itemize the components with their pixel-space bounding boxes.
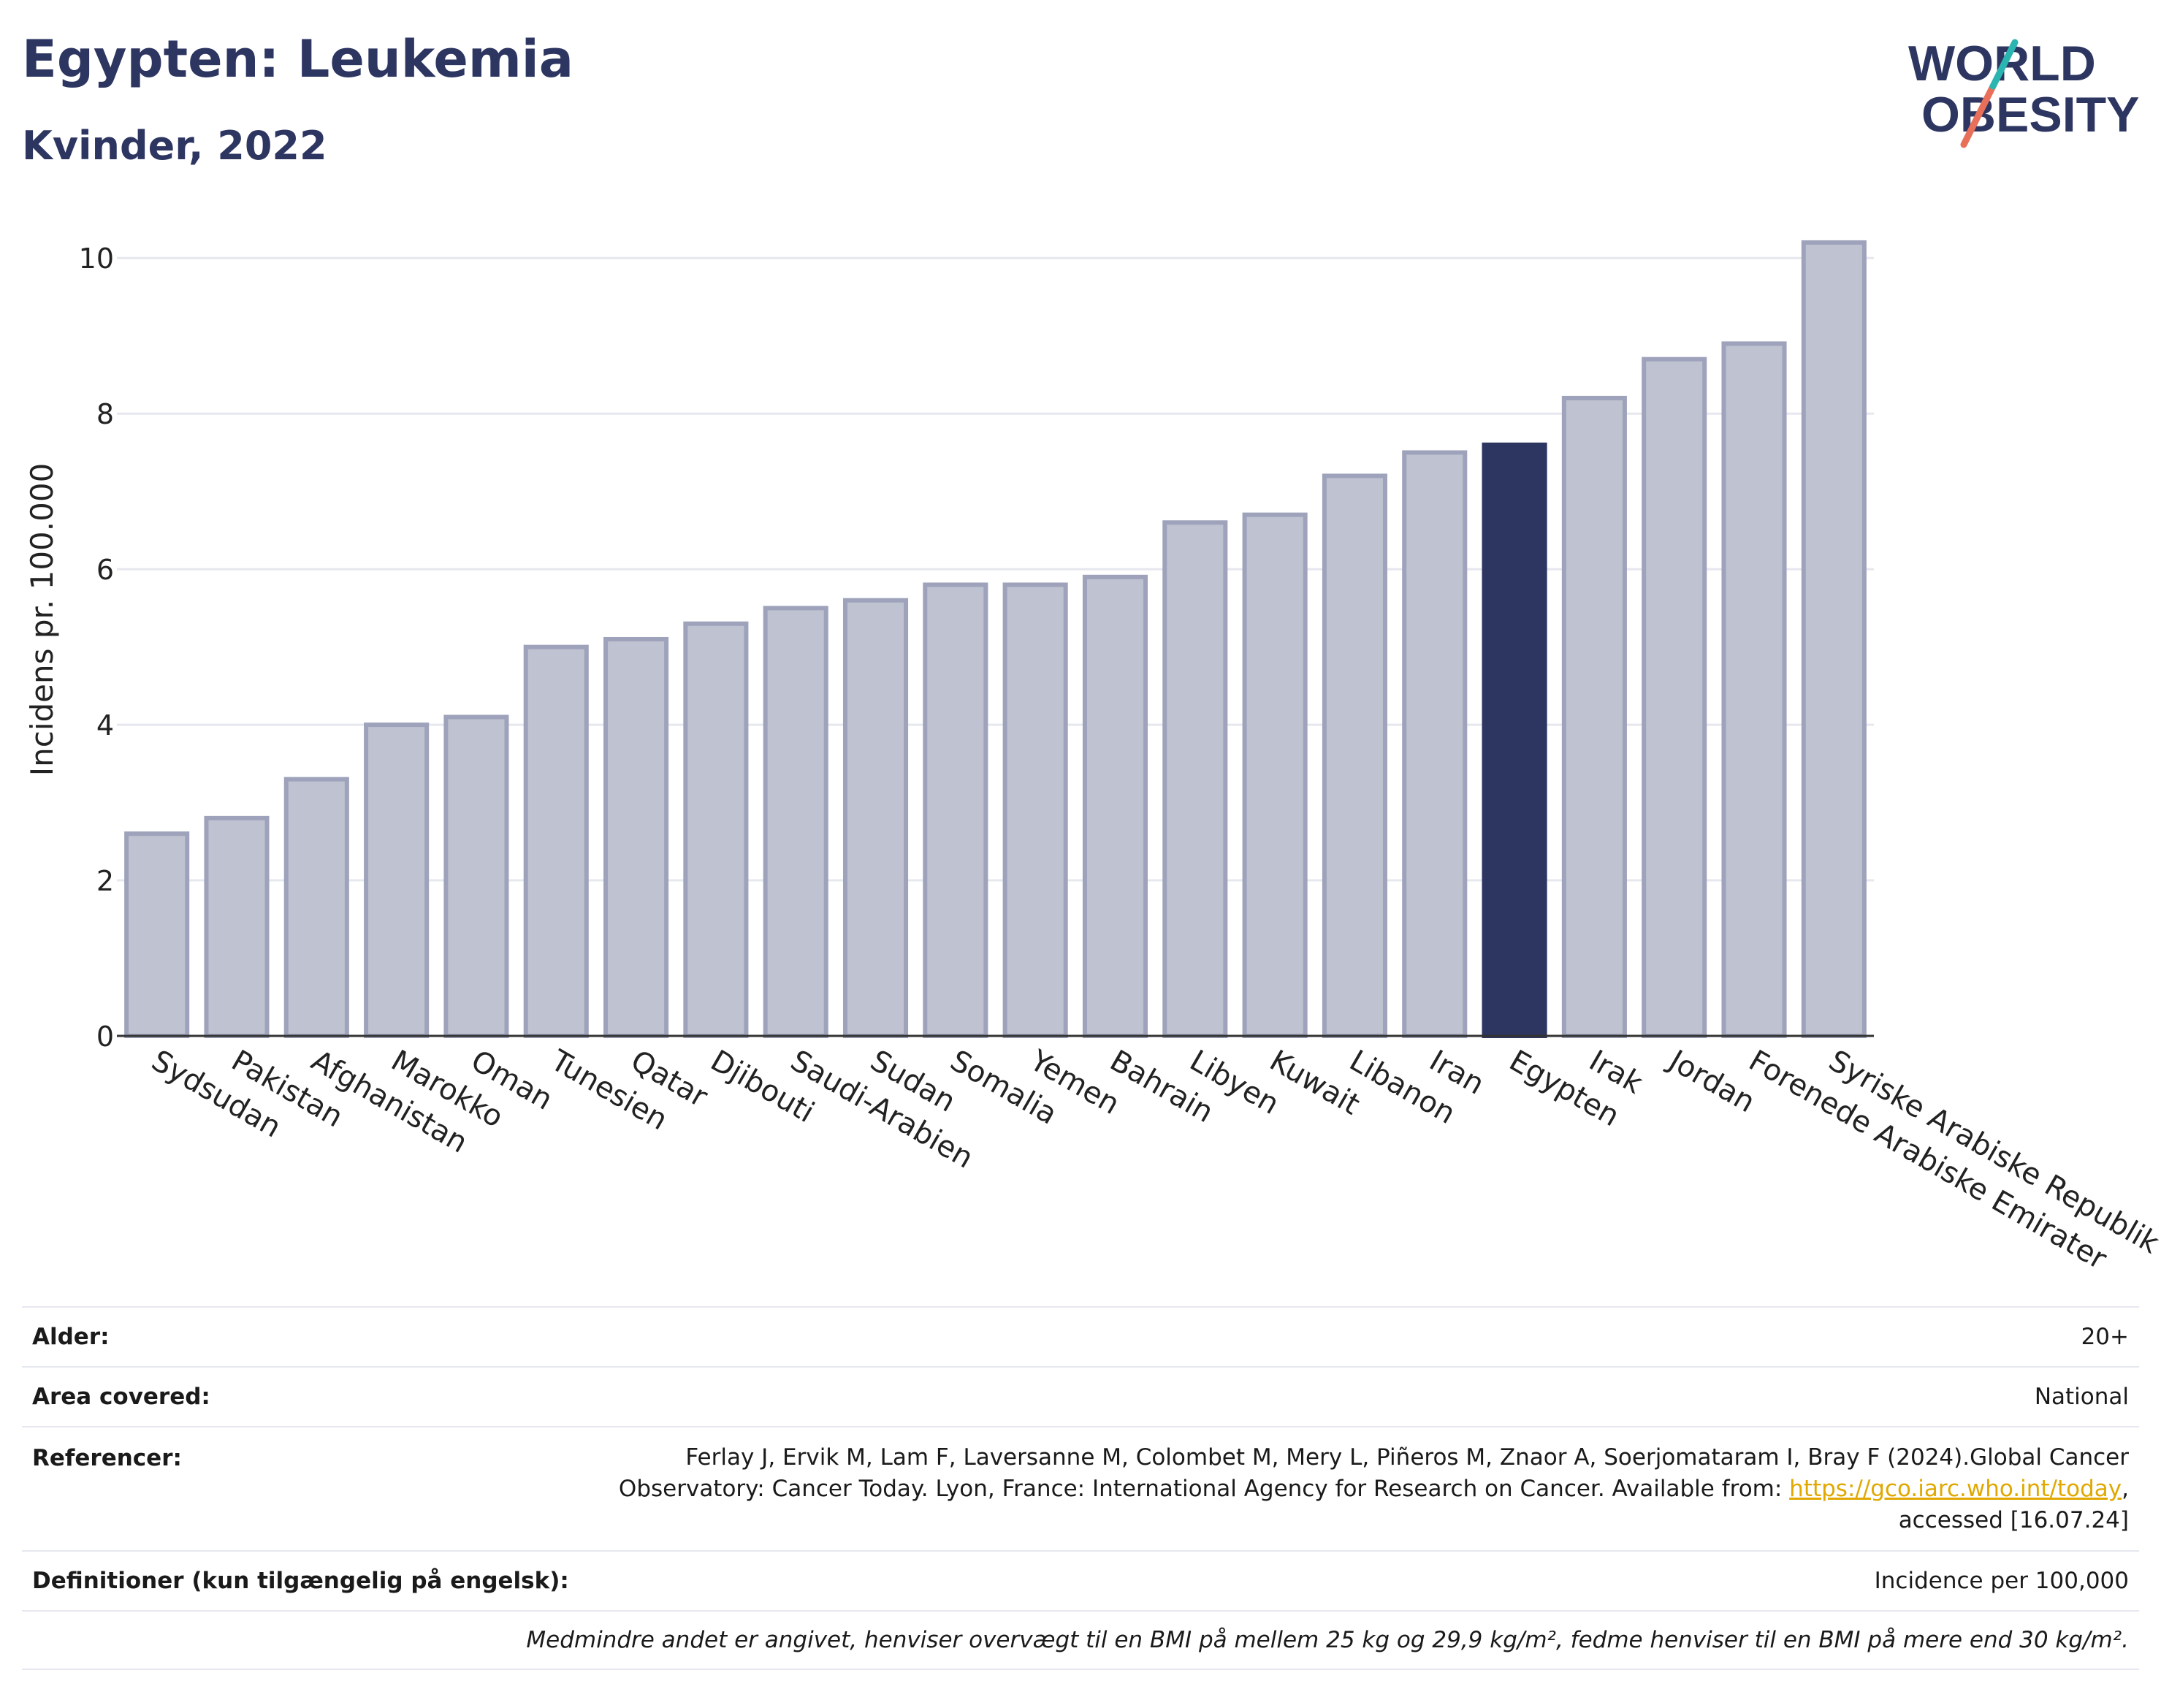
bar-libanon[interactable] bbox=[1322, 473, 1387, 1038]
bar-tunesien[interactable] bbox=[523, 644, 589, 1038]
bar-qatar[interactable] bbox=[603, 636, 669, 1038]
world-obesity-logo: WORLD OBESITY bbox=[1908, 36, 2140, 148]
reference-line-3: accessed [16.07.24] bbox=[1898, 1507, 2129, 1533]
area-value: National bbox=[2034, 1384, 2129, 1410]
y-tick-label: 8 bbox=[96, 398, 114, 430]
bar-sudan[interactable] bbox=[842, 598, 909, 1038]
area-label: Area covered: bbox=[32, 1384, 210, 1410]
bar-chart: 0 2 4 6 8 10 SydsudanPakistanAfghanistanMarok… bbox=[24, 240, 2161, 1276]
bar-bahrain[interactable] bbox=[1082, 574, 1148, 1038]
bar-syriske-arabiske-republik[interactable] bbox=[1801, 240, 1867, 1038]
bar-egypten[interactable] bbox=[1482, 442, 1547, 1038]
reference-line-2-end: , bbox=[2122, 1476, 2129, 1502]
bmi-note: Medmindre andet er angivet, henviser ove… bbox=[526, 1627, 2129, 1653]
bar-somalia[interactable] bbox=[923, 582, 988, 1038]
y-tick-label: 0 bbox=[96, 1021, 114, 1053]
y-tick-label: 10 bbox=[79, 243, 114, 275]
page-subtitle: Kvinder, 2022 bbox=[22, 123, 327, 169]
reference-line-1: Ferlay J, Ervik M, Lam F, Laversanne M, … bbox=[685, 1444, 2129, 1471]
bar-jordan[interactable] bbox=[1642, 357, 1707, 1038]
x-tick-label: Syriske Arabiske Republik bbox=[1823, 1044, 2161, 1261]
y-tick-label: 4 bbox=[96, 709, 114, 741]
page-title: Egypten: Leukemia bbox=[22, 29, 574, 89]
bar-forenede-arabiske-emirater[interactable] bbox=[1721, 341, 1787, 1039]
x-axis-ticks: SydsudanPakistanAfghanistanMarokkoOmanTu… bbox=[146, 1042, 2161, 1276]
bar-djibouti[interactable] bbox=[683, 621, 749, 1038]
reference-line-2: Observatory: Cancer Today. Lyon, France:… bbox=[619, 1473, 2129, 1505]
y-tick-label: 6 bbox=[96, 554, 114, 586]
definitions-value: Incidence per 100,000 bbox=[1874, 1568, 2129, 1594]
x-tick-label: Jordan bbox=[1661, 1042, 1761, 1119]
y-axis-ticks: 0 2 4 6 8 10 bbox=[79, 243, 114, 1053]
x-tick-label: Kuwait bbox=[1264, 1044, 1365, 1122]
info-table: Alder: 20+ Area covered: National Refere… bbox=[22, 1306, 2139, 1670]
info-row-age: Alder: 20+ bbox=[22, 1306, 2139, 1366]
bar-kuwait[interactable] bbox=[1242, 512, 1308, 1038]
info-row-area: Area covered: National bbox=[22, 1366, 2139, 1426]
bar-pakistan[interactable] bbox=[204, 815, 270, 1039]
references-label: Referencer: bbox=[32, 1445, 182, 1471]
bar-saudi-arabien[interactable] bbox=[763, 606, 828, 1038]
bar-afghanistan[interactable] bbox=[283, 777, 349, 1038]
definitions-label: Definitioner (kun tilgængelig på engelsk… bbox=[32, 1568, 569, 1594]
age-label: Alder: bbox=[32, 1324, 110, 1350]
age-value: 20+ bbox=[2081, 1324, 2129, 1350]
svg-text:OBESITY: OBESITY bbox=[1921, 87, 2140, 142]
x-tick-label: Forenede Arabiske Emirater bbox=[1743, 1044, 2113, 1276]
info-row-definitions: Definitioner (kun tilgængelig på engelsk… bbox=[22, 1550, 2139, 1610]
bar-yemen[interactable] bbox=[1002, 582, 1068, 1038]
info-row-note: Medmindre andet er angivet, henviser ove… bbox=[22, 1610, 2139, 1670]
reference-line-2-text: Observatory: Cancer Today. Lyon, France:… bbox=[618, 1476, 1790, 1502]
bars bbox=[124, 240, 1867, 1039]
y-axis-label: Incidens pr. 100.000 bbox=[24, 463, 60, 777]
references-value: Ferlay J, Ervik M, Lam F, Laversanne M, … bbox=[619, 1442, 2129, 1536]
bar-irak[interactable] bbox=[1561, 395, 1627, 1038]
bar-sydsudan[interactable] bbox=[124, 831, 190, 1038]
reference-link[interactable]: https://gco.iarc.who.int/today bbox=[1789, 1476, 2122, 1502]
bar-oman[interactable] bbox=[443, 714, 509, 1038]
info-row-references: Referencer: Ferlay J, Ervik M, Lam F, La… bbox=[22, 1426, 2139, 1550]
bar-libyen[interactable] bbox=[1162, 520, 1228, 1038]
bar-iran[interactable] bbox=[1402, 450, 1468, 1038]
y-tick-label: 2 bbox=[96, 865, 114, 897]
bar-marokko[interactable] bbox=[364, 723, 430, 1038]
